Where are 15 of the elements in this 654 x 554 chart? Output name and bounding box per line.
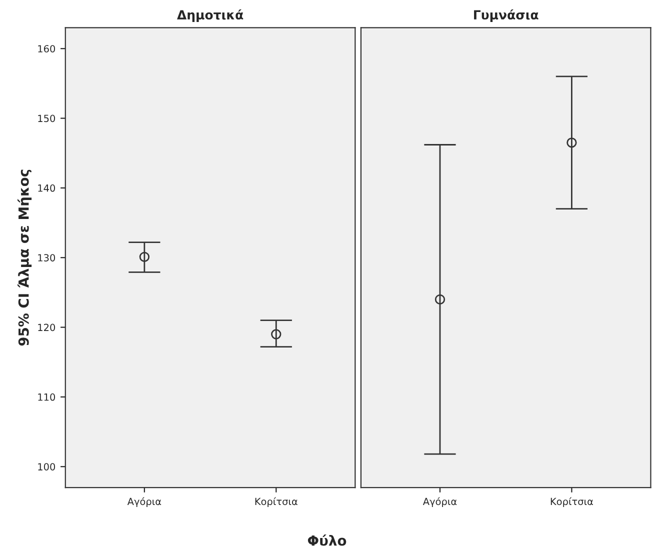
y-tick-label: 140 — [38, 184, 56, 192]
x-tick-label: Κορίτσια — [255, 497, 298, 508]
chart-title: Δημοτικά — [177, 9, 244, 22]
y-tick-label: 110 — [38, 393, 56, 401]
x-tick-label: Αγόρια — [127, 497, 162, 508]
x-axis-title: Φύλο — [308, 534, 346, 546]
y-tick-label: 120 — [38, 324, 56, 332]
x-tick-label: Κορίτσια — [550, 497, 593, 508]
y-tick-label: 150 — [38, 114, 56, 122]
chart-title: Γυμνάσια — [474, 9, 538, 22]
y-axis-title: 95% CI Άλμα σε Μήκος — [18, 170, 32, 346]
y-tick-label: 130 — [38, 254, 56, 262]
y-tick-label: 100 — [38, 463, 56, 470]
y-tick-label: 160 — [38, 45, 56, 52]
x-tick-label: Αγόρια — [422, 497, 457, 508]
